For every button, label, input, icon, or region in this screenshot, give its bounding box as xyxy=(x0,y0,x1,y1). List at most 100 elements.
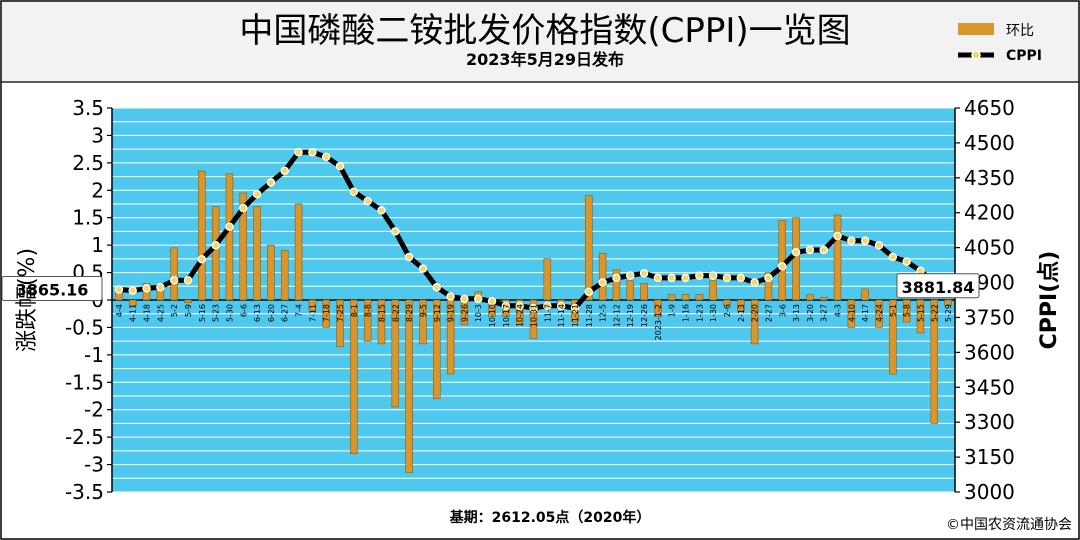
left-tick-label: -0.5 xyxy=(65,315,104,339)
cppi-point xyxy=(156,282,165,292)
right-tick-label: 4500 xyxy=(964,131,1015,155)
x-tick-label: 7-25 xyxy=(336,304,345,322)
callouts: 3865.16 3881.84 xyxy=(1,273,980,302)
callout-label: 3881.84 xyxy=(902,278,975,297)
cppi-point xyxy=(294,147,303,157)
callout-box xyxy=(896,273,980,299)
bar-mark xyxy=(626,280,634,301)
bar-mark xyxy=(377,299,386,345)
bar-mark xyxy=(806,294,814,301)
bar-mark xyxy=(267,244,275,301)
x-tick-label: 12-12 xyxy=(612,304,621,327)
cppi-point xyxy=(266,178,276,187)
cppi-point xyxy=(778,262,787,271)
cppi-point xyxy=(695,271,704,280)
x-tick-label: 5-30 xyxy=(225,304,234,322)
cppi-point xyxy=(473,294,483,304)
cppi-point xyxy=(211,241,220,250)
x-tick-label: 11-14 xyxy=(557,304,566,327)
right-tick-label: 4200 xyxy=(964,201,1015,225)
x-tick-label: 8-15 xyxy=(377,304,386,322)
bar-mark xyxy=(640,283,648,301)
cppi-point xyxy=(764,273,773,283)
x-tick-label: 1-16 xyxy=(682,304,691,322)
x-tick-label: 9-5 xyxy=(419,304,428,317)
cppi-point xyxy=(750,278,759,287)
x-tick-label: 4-10 xyxy=(847,304,856,322)
bar-mark xyxy=(847,299,856,328)
cppi-point xyxy=(142,284,151,293)
cppi-point xyxy=(487,296,497,306)
cppi-point xyxy=(391,227,400,236)
bar-mark xyxy=(225,173,234,301)
cppi-point xyxy=(625,271,635,280)
x-tick-label: 2-20 xyxy=(751,304,760,322)
cppi-point xyxy=(321,152,331,162)
bar-mark xyxy=(944,299,952,306)
cppi-point xyxy=(515,301,524,311)
x-tick-label: 5-8 xyxy=(903,304,912,317)
cppi-point xyxy=(432,282,442,292)
right-tick-label: 3600 xyxy=(964,340,1015,364)
x-tick-label: 12-19 xyxy=(626,304,635,327)
bar-series xyxy=(115,170,952,474)
left-tick-label: -2 xyxy=(84,398,104,422)
bar-mark xyxy=(889,299,897,375)
x-tick-label: 12-5 xyxy=(599,304,608,322)
x-tick-label: 4-25 xyxy=(156,304,165,322)
x-tick-label: 3-20 xyxy=(806,304,815,322)
page-title: 中国磷酸二铵批发价格指数(CPPI)一览图 xyxy=(239,11,850,51)
bar-mark xyxy=(239,192,248,301)
cppi-point xyxy=(791,248,801,257)
right-tick-label: 4050 xyxy=(964,236,1015,260)
x-tick-label: 5-29 xyxy=(944,304,953,322)
cppi-point xyxy=(529,303,538,313)
bar-mark xyxy=(723,299,731,306)
legend-label-bar: 环比 xyxy=(1006,23,1034,39)
cppi-point xyxy=(460,294,469,304)
cppi-point xyxy=(308,147,317,157)
x-tick-label: 11-7 xyxy=(543,304,552,322)
cppi-point xyxy=(335,161,345,171)
x-tick-label: 9-19 xyxy=(447,304,456,322)
x-tick-label: 6-20 xyxy=(267,304,276,322)
x-tick-label: 1-9 xyxy=(668,304,677,317)
bar-mark xyxy=(902,299,911,323)
bar-mark xyxy=(419,299,427,345)
bar-mark xyxy=(529,299,538,339)
cppi-point xyxy=(584,287,594,297)
left-tick-label: 2.5 xyxy=(72,151,104,175)
x-tick-label: 11-28 xyxy=(585,304,594,327)
x-tick-label: 5-2 xyxy=(170,304,179,317)
x-tick-label: 4-4 xyxy=(115,304,124,317)
cppi-point xyxy=(819,245,828,255)
cppi-point xyxy=(888,252,898,262)
x-tick-label: 2-27 xyxy=(764,304,773,322)
left-tick-label: 1 xyxy=(91,233,104,257)
legend-point-swatch xyxy=(971,50,981,60)
bar-mark xyxy=(363,299,372,342)
x-tick-label: 9-12 xyxy=(433,304,442,322)
bar-mark xyxy=(654,299,662,317)
x-tick-label: 8-29 xyxy=(405,304,414,322)
bar-mark xyxy=(681,294,690,301)
x-tick-label: 5-22 xyxy=(930,304,939,322)
bar-mark xyxy=(667,294,676,301)
cppi-point xyxy=(377,206,386,215)
left-tick-label: 3.5 xyxy=(72,96,104,120)
cppi-point xyxy=(501,301,511,311)
cppi-point xyxy=(681,273,690,283)
bar-mark xyxy=(875,299,883,328)
bar-mark xyxy=(515,299,524,325)
bar-mark xyxy=(764,272,773,301)
cppi-point xyxy=(349,187,359,197)
cppi-point xyxy=(543,301,552,311)
x-tick-label: 2023-1-2 xyxy=(654,304,663,340)
x-tick-label: 5-15 xyxy=(916,304,925,322)
x-tick-label: 4-24 xyxy=(875,304,884,322)
x-tick-label: 4-17 xyxy=(861,304,870,322)
x-tick-label: 6-13 xyxy=(253,304,262,322)
x-tick-label: 1-23 xyxy=(695,304,704,322)
bar-mark xyxy=(737,299,745,312)
cppi-point xyxy=(902,257,911,266)
